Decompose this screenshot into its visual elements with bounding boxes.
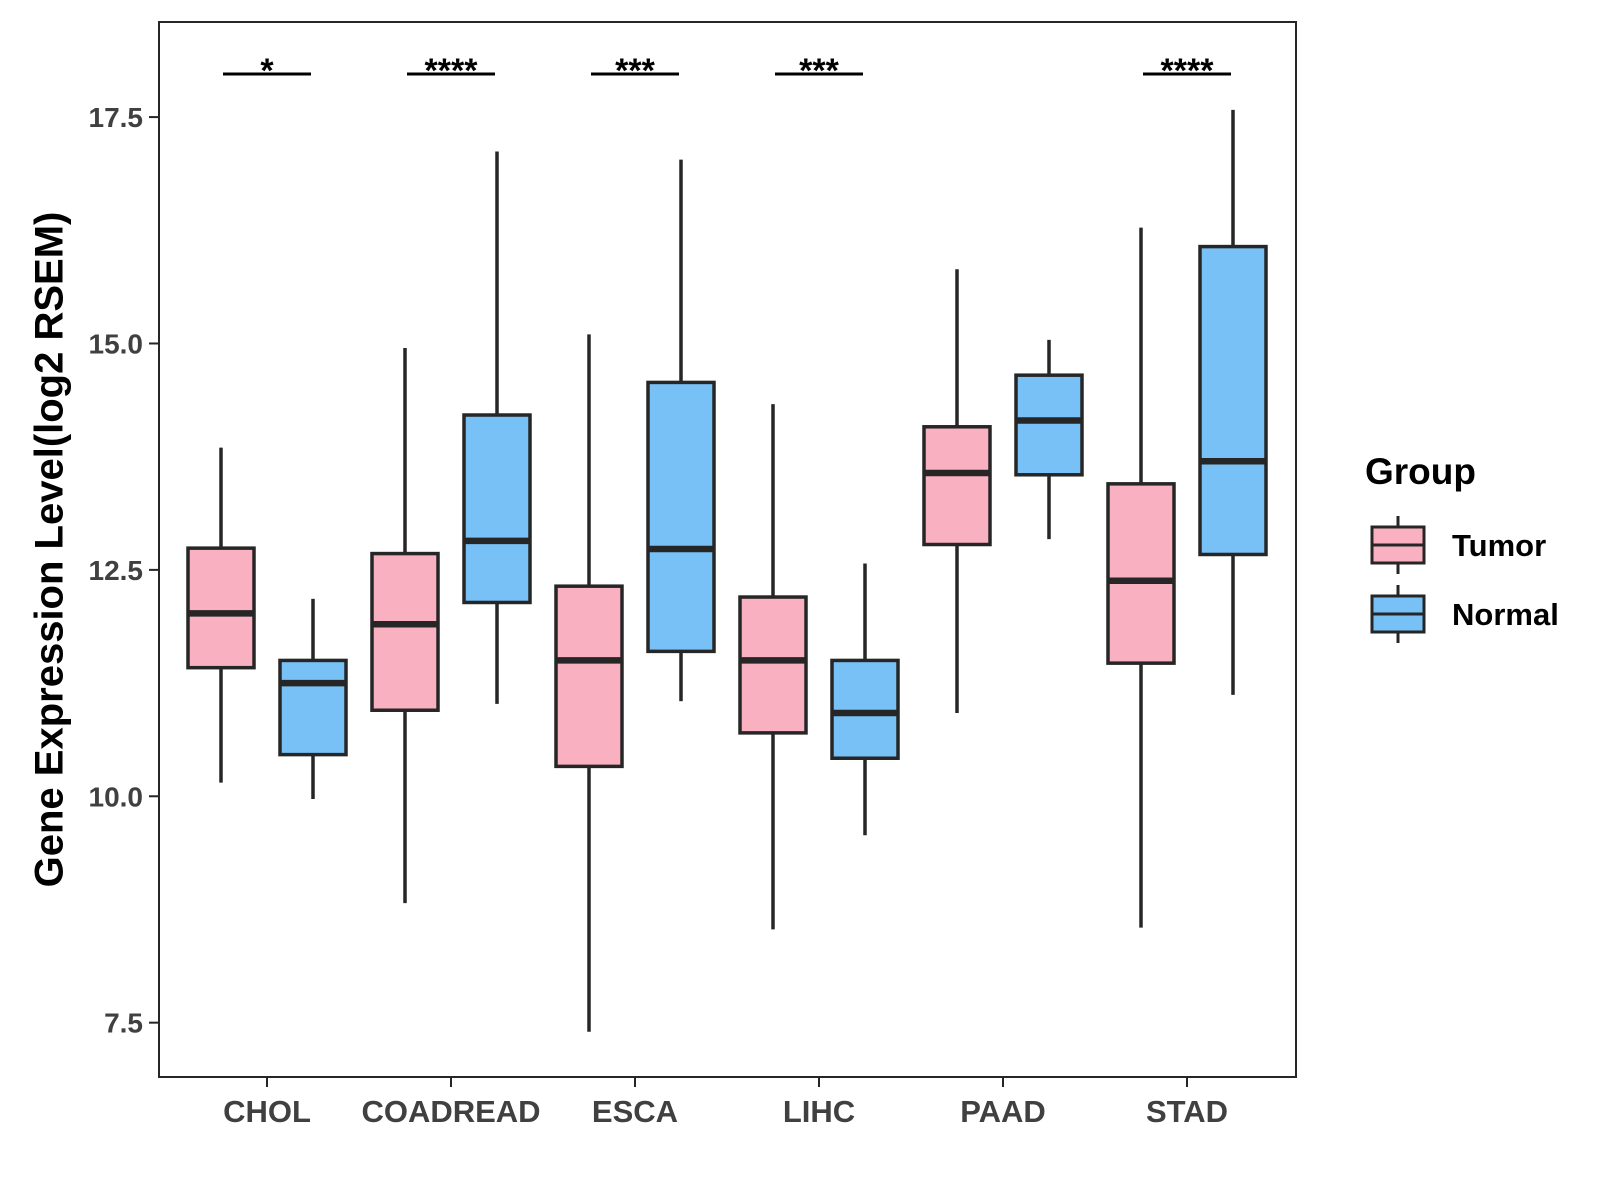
- box-iqr: [1198, 244, 1268, 557]
- significance-label: ****: [425, 52, 479, 90]
- x-tick-label: COADREAD: [361, 1094, 540, 1129]
- legend-item-tumor: Tumor: [1370, 516, 1546, 574]
- box-tumor-coadread: [370, 348, 440, 904]
- box-normal-paad: [1014, 339, 1084, 540]
- box-iqr: [738, 595, 808, 735]
- box-tumor-lihc: [738, 404, 808, 930]
- box-iqr: [554, 584, 624, 769]
- box-iqr: [462, 413, 532, 605]
- significance-layer: * **** *** *** ****: [223, 52, 1231, 90]
- legend-label: Normal: [1452, 597, 1559, 632]
- y-axis-label: Gene Expression Level(log2 RSEM): [28, 212, 72, 888]
- y-tick-label: 17.5: [89, 102, 144, 133]
- box-iqr: [278, 658, 348, 757]
- box-normal-chol: [278, 598, 348, 799]
- significance-label: ***: [799, 52, 839, 90]
- legend-label: Tumor: [1452, 528, 1546, 563]
- plot-panel-border: [158, 21, 1297, 1078]
- box-iqr: [1106, 482, 1176, 665]
- significance-label: ****: [1161, 52, 1215, 90]
- box-iqr: [830, 658, 900, 760]
- box-normal-coadread: [462, 151, 532, 704]
- y-tick-label: 15.0: [89, 328, 144, 359]
- box-tumor-chol: [186, 447, 256, 783]
- box-iqr: [1014, 373, 1084, 477]
- x-tick-label: LIHC: [783, 1094, 855, 1129]
- x-tick-label: ESCA: [592, 1094, 678, 1129]
- box-normal-stad: [1198, 109, 1268, 695]
- box-normal-esca: [646, 159, 716, 702]
- x-tick-label: STAD: [1146, 1094, 1228, 1129]
- x-tick-label: CHOL: [223, 1094, 311, 1129]
- legend: Group Tumor Normal: [1365, 451, 1559, 643]
- box-tumor-stad: [1106, 227, 1176, 928]
- significance-label: *: [260, 52, 274, 90]
- y-tick-label: 10.0: [89, 781, 144, 812]
- box-iqr: [370, 551, 440, 712]
- box-tumor-paad: [922, 269, 992, 713]
- significance-label: ***: [615, 52, 655, 90]
- box-normal-lihc: [830, 563, 900, 836]
- box-iqr: [646, 380, 716, 654]
- legend-title: Group: [1365, 451, 1476, 492]
- axes-layer: 7.5 10.0 12.5 15.0 17.5 CHOL COADREAD ESCA LIHC P…: [89, 102, 1229, 1129]
- y-tick-label: 12.5: [89, 555, 144, 586]
- legend-item-normal: Normal: [1370, 585, 1559, 643]
- box-iqr: [922, 425, 992, 547]
- y-tick-label: 7.5: [104, 1008, 143, 1039]
- box-tumor-esca: [554, 334, 624, 1032]
- box-iqr: [186, 546, 256, 670]
- x-tick-label: PAAD: [960, 1094, 1046, 1129]
- boxes-layer: [186, 109, 1268, 1032]
